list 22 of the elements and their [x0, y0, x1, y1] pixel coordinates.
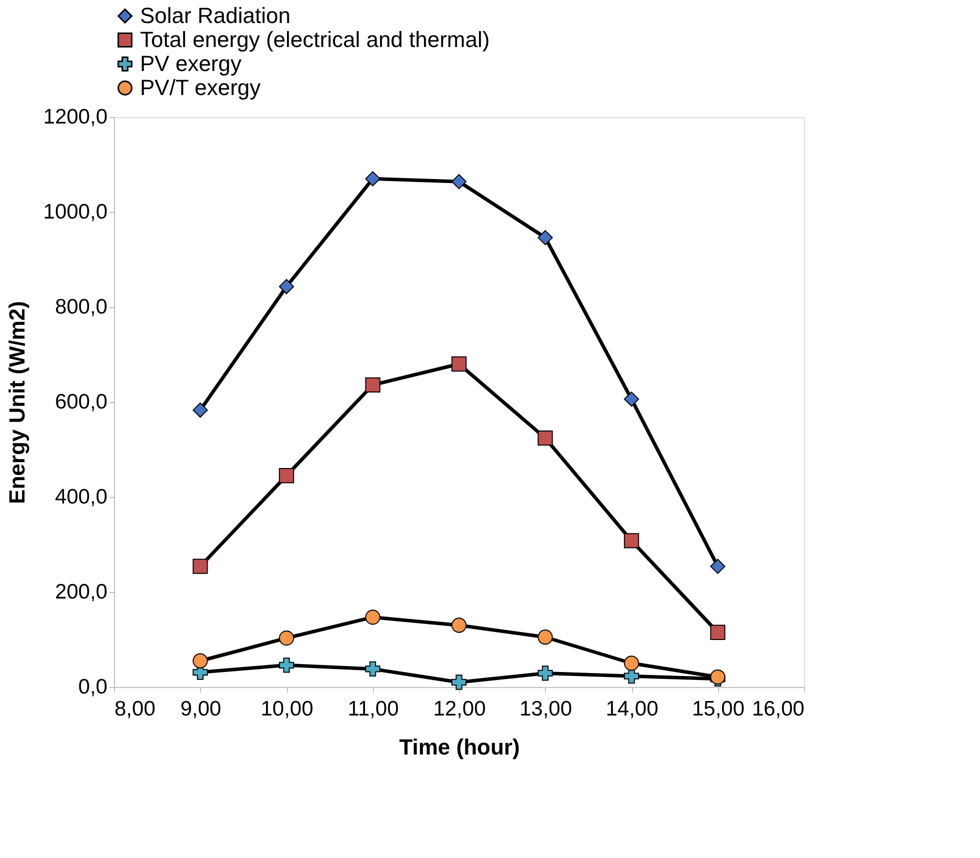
y-tick-label: 1000,0: [43, 200, 108, 224]
y-tick-label: 400,0: [54, 486, 108, 508]
y-axis-title: Energy Unit (W/m2): [4, 301, 30, 504]
x-tick-label: 13,00: [519, 698, 572, 720]
x-tick-label: 12,00: [433, 698, 486, 720]
y-tick-label: 0,0: [78, 676, 108, 698]
x-tick-label: 15,00: [692, 698, 745, 720]
x-tick-label: 14,00: [606, 698, 658, 720]
x-tick-label: 8,00: [114, 698, 156, 720]
x-tick-label: 11,00: [348, 698, 399, 720]
x-axis-title: Time (hour): [399, 734, 520, 760]
y-tick-label: 800,0: [54, 296, 108, 318]
legend-label: PV exergy: [140, 51, 242, 76]
y-tick-label: 200,0: [54, 580, 108, 604]
y-tick-label: 1200,0: [43, 106, 108, 128]
x-tick-label: 10,00: [260, 698, 314, 720]
y-tick-label: 600,0: [54, 390, 108, 414]
legend-label: PV/T exergy: [140, 75, 261, 100]
x-tick-label: 9,00: [180, 698, 222, 720]
legend-label: Solar Radiation: [140, 3, 290, 28]
x-tick-label: 16,00: [752, 698, 804, 720]
legend-label: Total energy (electrical and thermal): [140, 27, 490, 52]
